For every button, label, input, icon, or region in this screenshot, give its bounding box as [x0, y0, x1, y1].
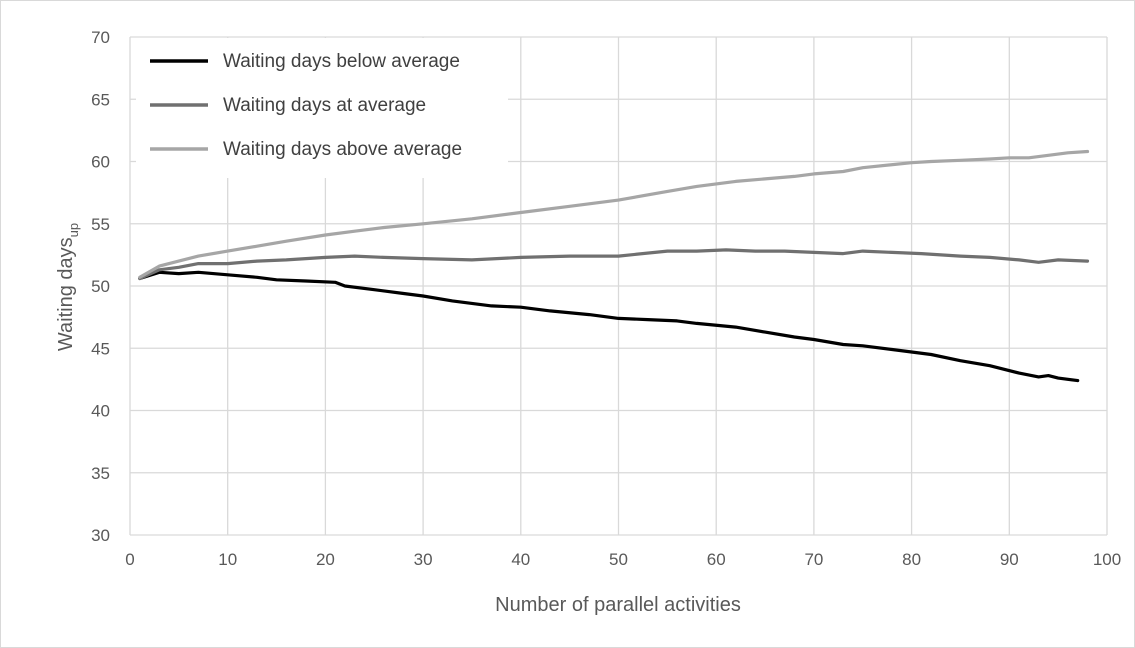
y-tick-label: 60 [91, 153, 110, 172]
y-tick-label: 55 [91, 215, 110, 234]
y-axis-title-subscript: up [66, 223, 81, 237]
x-tick-label: 50 [609, 550, 628, 569]
y-tick-label: 65 [91, 90, 110, 109]
series-line-3 [138, 149, 1090, 279]
x-tick-label: 70 [804, 550, 823, 569]
y-axis-title: Waiting daysup [55, 223, 81, 351]
y-axis-title-main: Waiting days [55, 237, 77, 351]
legend-label-2: Waiting days at average [223, 95, 426, 116]
series-line-1 [138, 270, 1080, 383]
y-tick-label: 70 [91, 28, 110, 47]
x-tick-label: 60 [707, 550, 726, 569]
x-tick-label: 90 [1000, 550, 1019, 569]
x-tick-label: 0 [125, 550, 134, 569]
y-tick-label: 35 [91, 464, 110, 483]
legend: Waiting days below average Waiting days a… [136, 38, 508, 178]
x-tick-label: 80 [902, 550, 921, 569]
y-tick-label: 30 [91, 526, 110, 545]
series-line-2 [138, 248, 1090, 281]
x-tick-label: 40 [511, 550, 530, 569]
x-tick-label: 30 [414, 550, 433, 569]
series-lines [138, 149, 1090, 383]
legend-label-3: Waiting days above average [223, 139, 462, 160]
x-tick-label: 10 [218, 550, 237, 569]
x-tick-label: 20 [316, 550, 335, 569]
y-tick-label: 45 [91, 339, 110, 358]
y-tick-label: 50 [91, 277, 110, 296]
legend-label-1: Waiting days below average [223, 51, 460, 72]
x-tick-label: 100 [1093, 550, 1121, 569]
x-axis-title: Number of parallel activities [495, 594, 741, 616]
tick-labels: 30 35 40 45 50 55 60 65 70 0 10 20 30 40 50 60 70 80 90 100 [91, 28, 1121, 569]
y-tick-label: 40 [91, 402, 110, 421]
